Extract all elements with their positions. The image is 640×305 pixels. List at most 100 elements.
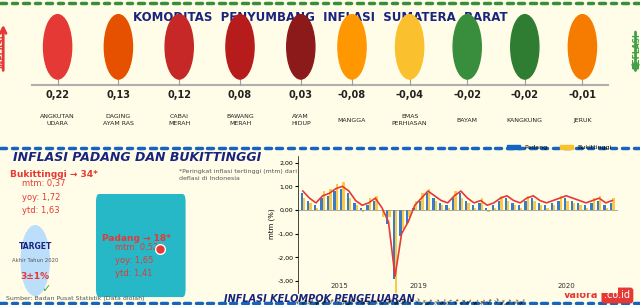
Bar — [356, 205, 358, 210]
Bar — [314, 205, 316, 210]
Bar — [472, 205, 474, 210]
Bar — [498, 200, 500, 210]
Text: mtm: 0,37
yoy: 1,72
ytd: 1,63: mtm: 0,37 yoy: 1,72 ytd: 1,63 — [22, 179, 66, 215]
Bar — [492, 205, 494, 210]
Bar — [349, 198, 351, 210]
Bar — [419, 200, 421, 210]
Bar — [520, 208, 522, 210]
Bar — [533, 200, 536, 210]
Text: KANGKUNG: KANGKUNG — [507, 117, 543, 123]
Bar — [441, 205, 444, 210]
Text: 3±1%: 3±1% — [20, 272, 50, 281]
Circle shape — [568, 15, 596, 79]
Bar — [369, 198, 371, 210]
Text: AYAM
HIDUP: AYAM HIDUP — [291, 114, 310, 126]
Bar — [386, 210, 388, 224]
Text: TARGET: TARGET — [19, 242, 52, 251]
Bar — [367, 205, 369, 210]
Text: INFLASI PADANG DAN BUKITTINGGI: INFLASI PADANG DAN BUKITTINGGI — [13, 151, 261, 164]
Bar — [445, 205, 448, 210]
Text: ✓: ✓ — [42, 284, 51, 294]
Bar — [320, 198, 323, 210]
Bar — [413, 208, 415, 210]
Bar — [593, 198, 595, 210]
Bar — [428, 189, 430, 210]
Bar — [513, 205, 516, 210]
Bar — [373, 200, 375, 210]
Text: ANGKUTAN
UDARA: ANGKUTAN UDARA — [40, 114, 75, 126]
Text: 0,12: 0,12 — [167, 90, 191, 100]
Bar — [511, 203, 513, 210]
Bar — [518, 205, 520, 210]
Text: Akhir Tahun 2020: Akhir Tahun 2020 — [12, 258, 58, 263]
Text: -0,04: -0,04 — [396, 90, 424, 100]
Text: 0,08: 0,08 — [228, 90, 252, 100]
Bar — [610, 203, 612, 210]
Text: 0,13: 0,13 — [106, 90, 131, 100]
Bar — [461, 198, 463, 210]
Text: BAWANG
MERAH: BAWANG MERAH — [226, 114, 254, 126]
Text: -0,02: -0,02 — [511, 90, 539, 100]
Bar — [524, 200, 527, 210]
Text: Bukittinggi → 34*: Bukittinggi → 34* — [10, 170, 97, 179]
Bar — [342, 181, 345, 210]
Bar — [586, 208, 588, 210]
Bar — [375, 196, 378, 210]
Text: JERUK: JERUK — [573, 117, 592, 123]
Bar — [323, 191, 325, 210]
Bar — [408, 210, 410, 217]
Bar — [421, 193, 424, 210]
Bar — [500, 196, 502, 210]
Text: valora: valora — [564, 290, 598, 300]
Bar — [584, 205, 586, 210]
Bar — [505, 198, 507, 210]
Legend: Padang, Bukittinggi: Padang, Bukittinggi — [504, 142, 614, 152]
Text: DEFLASI: DEFLASI — [632, 33, 640, 69]
Text: mtm: 0,52
yoy: 1,65
ytd: 1,41: mtm: 0,52 yoy: 1,65 ytd: 1,41 — [115, 243, 159, 278]
Bar — [551, 203, 553, 210]
Bar — [316, 208, 318, 210]
Text: -0,08: -0,08 — [338, 90, 366, 100]
Bar — [310, 203, 312, 210]
Circle shape — [287, 15, 315, 79]
Circle shape — [44, 15, 72, 79]
Bar — [395, 210, 397, 293]
Bar — [402, 210, 404, 229]
Bar — [527, 196, 529, 210]
Text: -0,01: -0,01 — [568, 90, 596, 100]
Bar — [347, 193, 349, 210]
Bar — [553, 205, 556, 210]
Text: Padang → 18*: Padang → 18* — [102, 234, 172, 243]
Bar — [459, 193, 461, 210]
Bar — [301, 193, 303, 210]
Circle shape — [511, 15, 539, 79]
Circle shape — [338, 15, 366, 79]
Bar — [399, 210, 402, 236]
Text: .co.id: .co.id — [604, 290, 630, 300]
Bar — [388, 210, 391, 217]
Bar — [353, 203, 356, 210]
Bar — [307, 200, 310, 210]
Text: Sumber: Badan Pusat Statistik (Data diolah): Sumber: Badan Pusat Statistik (Data diol… — [6, 296, 145, 301]
Text: 2015: 2015 — [330, 283, 348, 289]
Bar — [439, 203, 441, 210]
Bar — [597, 200, 599, 210]
Bar — [570, 200, 573, 210]
Bar — [474, 208, 476, 210]
Text: DAGING
AYAM RAS: DAGING AYAM RAS — [103, 114, 134, 126]
Bar — [531, 198, 533, 210]
Bar — [599, 196, 602, 210]
Bar — [448, 208, 450, 210]
Bar — [435, 200, 437, 210]
Text: KOMODITAS  PENYUMBANG  INFLASI  SUMATERA  BARAT: KOMODITAS PENYUMBANG INFLASI SUMATERA BA… — [132, 11, 508, 24]
Text: BAYAM: BAYAM — [457, 117, 477, 123]
Text: 2020: 2020 — [557, 283, 575, 289]
Text: *Peringkat inflasi tertinggi (mtm) dari 83 kota yang mengalami
deflasi di Indone: *Peringkat inflasi tertinggi (mtm) dari … — [179, 169, 378, 181]
Bar — [566, 200, 568, 210]
Bar — [432, 198, 435, 210]
FancyBboxPatch shape — [96, 194, 186, 297]
Circle shape — [453, 15, 481, 79]
Text: MANGGA: MANGGA — [338, 117, 366, 123]
Text: EMAS
PERHIASAN: EMAS PERHIASAN — [392, 114, 428, 126]
Bar — [557, 200, 559, 210]
